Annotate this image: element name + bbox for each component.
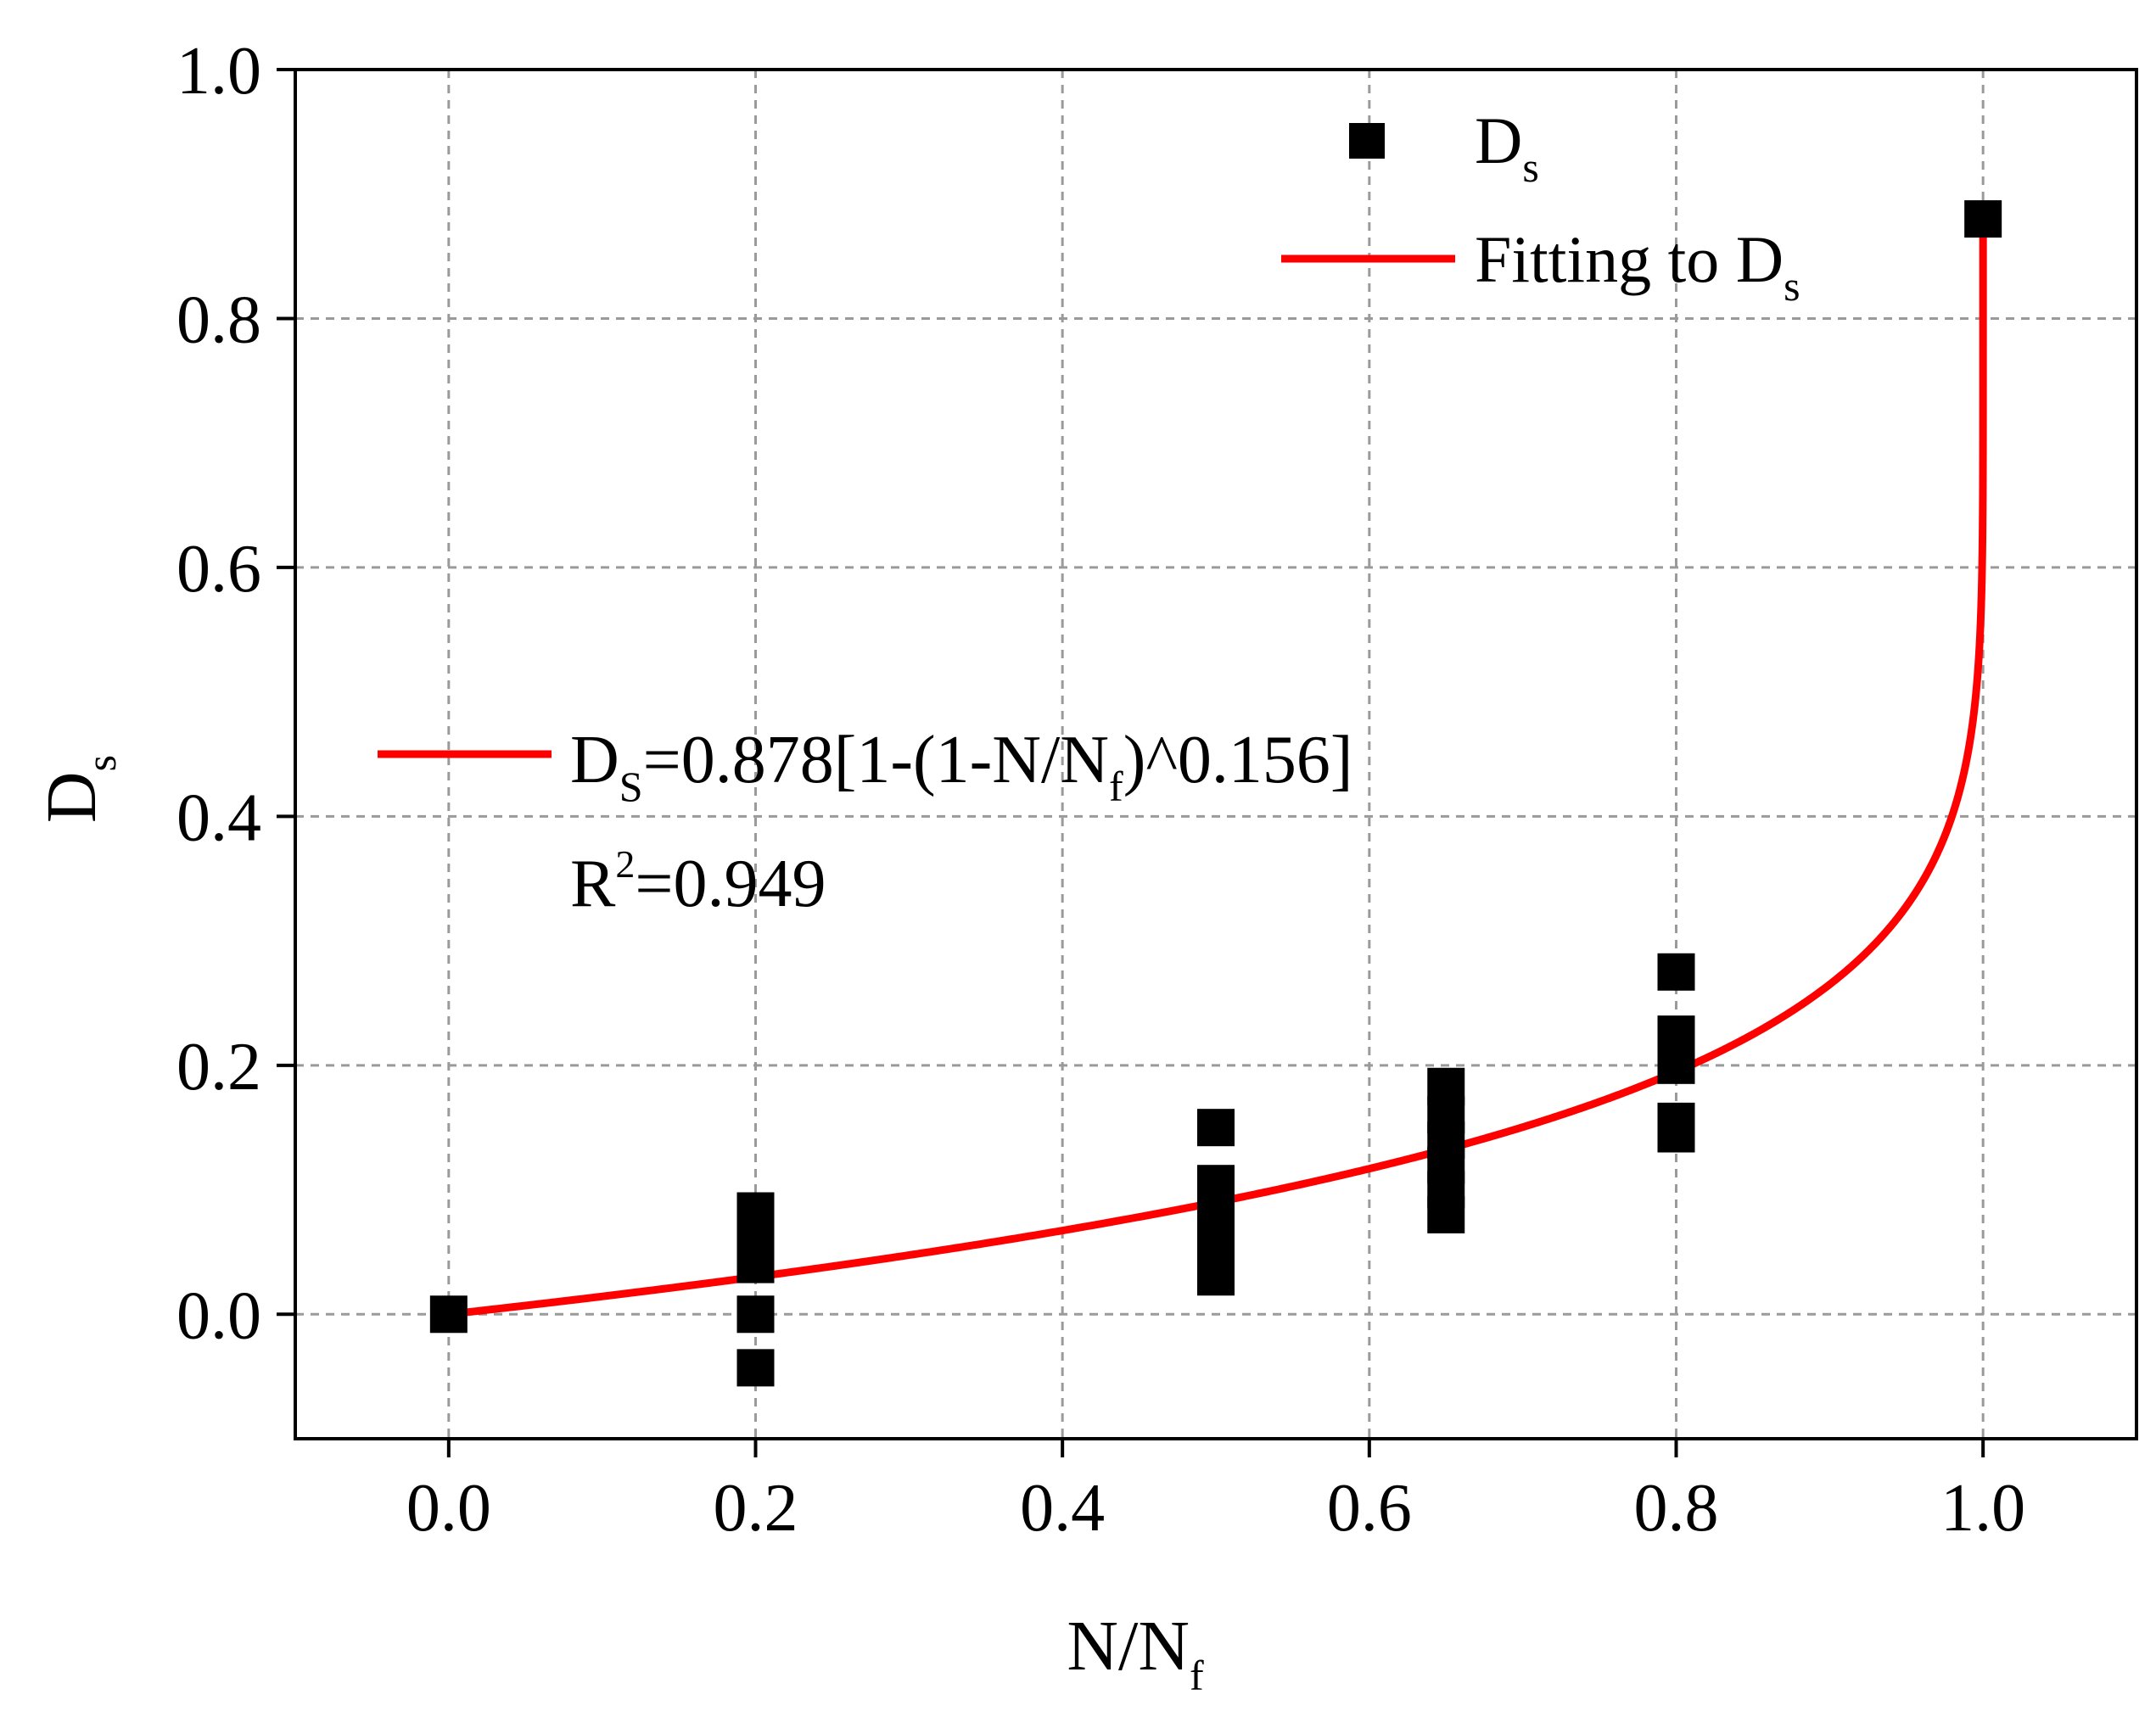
r2-suffix: =0.949 — [635, 847, 826, 921]
y-tick-label-0: 0.0 — [176, 1278, 261, 1353]
data-point — [1657, 1015, 1695, 1054]
equation-mid: =0.878[1-(1-N/N — [643, 723, 1109, 797]
equation-sub-s: S — [619, 763, 643, 810]
r2-sup: 2 — [615, 842, 635, 886]
legend-label-ds-main: D — [1475, 103, 1522, 177]
legend-label-fit-main: Fitting to D — [1475, 222, 1784, 296]
x-tick-label-0: 0.0 — [406, 1471, 491, 1546]
x-axis-title: N/Nf — [1067, 1607, 1204, 1699]
legend-marker-square — [1349, 123, 1385, 159]
axis-ticks — [277, 68, 1985, 1457]
r2-prefix: R — [570, 847, 616, 921]
equation-sub-f: f — [1109, 763, 1123, 810]
y-tick-label-1: 0.2 — [176, 1030, 261, 1104]
data-point — [1657, 1046, 1695, 1084]
fit-layer — [448, 221, 1987, 1318]
x-tick-label-3: 0.6 — [1327, 1471, 1412, 1546]
equation-text: DS=0.878[1-(1-N/Nf)^0.156] — [570, 723, 1353, 810]
equation-annotation: DS=0.878[1-(1-N/Nf)^0.156] R2=0.949 — [378, 723, 1353, 921]
data-point — [1657, 1102, 1695, 1140]
legend-label-ds: Ds — [1475, 103, 1539, 191]
data-point — [1657, 953, 1695, 991]
y-tick-label-5: 1.0 — [176, 34, 261, 109]
data-point — [1427, 1067, 1465, 1105]
y-tick-label-4: 0.8 — [176, 282, 261, 357]
y-tick-label-3: 0.6 — [176, 532, 261, 607]
plot-frame — [294, 68, 2138, 1440]
x-tick-label-2: 0.4 — [1020, 1471, 1105, 1546]
legend-label-fit: Fitting to Ds — [1475, 222, 1800, 310]
y-axis-title-main: D — [32, 771, 111, 823]
equation-suffix: )^0.156] — [1123, 723, 1353, 797]
x-tick-label-5: 1.0 — [1940, 1471, 2025, 1546]
x-tick-labels: 0.0 0.2 0.4 0.6 0.8 1.0 — [406, 1471, 2025, 1546]
y-tick-labels: 0.0 0.2 0.4 0.6 0.8 1.0 — [176, 34, 261, 1353]
x-tick-label-1: 0.2 — [714, 1471, 798, 1546]
legend: Ds Fitting to Ds — [1281, 103, 1800, 310]
data-point — [736, 1295, 775, 1334]
data-point — [429, 1295, 468, 1334]
data-point — [1964, 200, 2002, 238]
y-axis-title-sub: s — [77, 755, 125, 771]
legend-label-ds-sub: s — [1522, 143, 1538, 191]
data-point — [736, 1349, 775, 1387]
y-axis-title: Ds — [32, 755, 125, 823]
x-axis-title-main: N/N — [1067, 1607, 1190, 1686]
r-squared-text: R2=0.949 — [570, 842, 826, 921]
x-tick-label-4: 0.8 — [1634, 1471, 1719, 1546]
data-point — [1197, 1165, 1235, 1203]
data-point — [736, 1192, 775, 1230]
x-axis-title-sub: f — [1190, 1652, 1204, 1699]
data-point — [1197, 1109, 1235, 1147]
fit-curve — [448, 221, 1987, 1318]
equation-prefix: D — [570, 723, 619, 797]
y-tick-label-2: 0.4 — [176, 780, 261, 855]
legend-label-fit-sub: s — [1784, 262, 1800, 310]
scatter-points — [429, 200, 2002, 1387]
